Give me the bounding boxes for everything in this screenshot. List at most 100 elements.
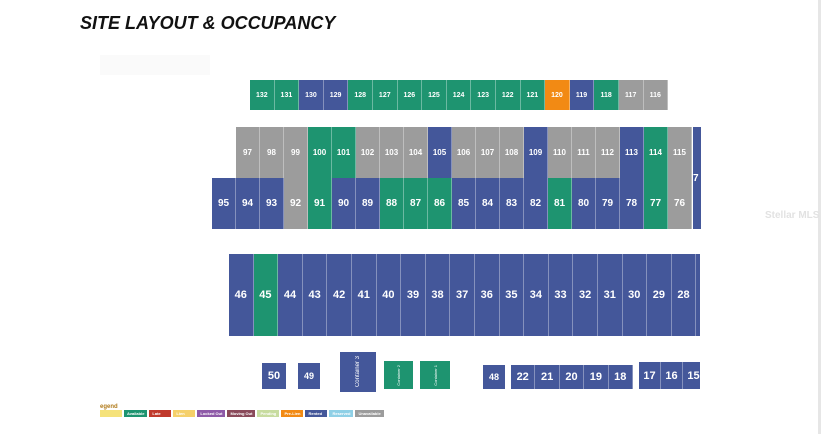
unit-127[interactable]: 127: [372, 80, 398, 110]
unit-128[interactable]: 128: [348, 80, 373, 110]
unit-29[interactable]: 29: [647, 254, 672, 336]
unit-94[interactable]: 94: [236, 178, 260, 229]
unit-100[interactable]: 100: [308, 127, 332, 178]
unit-113[interactable]: 113: [620, 127, 644, 178]
unit-49[interactable]: 49: [298, 363, 320, 389]
unit-97[interactable]: 97: [236, 127, 260, 178]
unit-85[interactable]: 85: [452, 178, 476, 229]
unit-121[interactable]: 121: [520, 80, 546, 110]
unit-76[interactable]: 76: [668, 178, 692, 229]
unit-46[interactable]: 46: [229, 254, 254, 336]
unit-84[interactable]: 84: [476, 178, 500, 229]
unit-101[interactable]: 101: [332, 127, 356, 178]
unit-130[interactable]: 130: [299, 80, 324, 110]
container-2[interactable]: Container 2: [384, 361, 413, 389]
unit-45[interactable]: 45: [253, 254, 279, 336]
unit-40[interactable]: 40: [376, 254, 402, 336]
container-3[interactable]: Container 3: [340, 352, 376, 392]
unit-95[interactable]: 95: [212, 178, 236, 229]
unit-21[interactable]: 21: [535, 365, 560, 389]
unit-30[interactable]: 30: [622, 254, 648, 336]
unit-126[interactable]: 126: [397, 80, 423, 110]
unit-44[interactable]: 44: [278, 254, 303, 336]
unit-row-long: 4645444342414039383736353433323130292827: [229, 254, 700, 336]
legend-item: Rented: [305, 410, 328, 417]
unit-19[interactable]: 19: [584, 365, 609, 389]
unit-22[interactable]: 22: [511, 365, 536, 389]
unit-125[interactable]: 125: [422, 80, 447, 110]
unit-92[interactable]: 92: [284, 178, 308, 229]
unit-17[interactable]: 17: [639, 362, 661, 389]
unit-90[interactable]: 90: [332, 178, 356, 229]
unit-105[interactable]: 105: [428, 127, 452, 178]
container-1[interactable]: Container 1: [420, 361, 450, 389]
unit-35[interactable]: 35: [499, 254, 525, 336]
unit-86[interactable]: 86: [428, 178, 452, 229]
legend-item: Moving Out: [227, 410, 256, 417]
unit-edge[interactable]: 7: [693, 127, 701, 229]
watermark: Stellar MLS: [765, 210, 820, 221]
unit-132[interactable]: 132: [250, 80, 275, 110]
unit-122[interactable]: 122: [495, 80, 521, 110]
unit-43[interactable]: 43: [302, 254, 328, 336]
unit-91[interactable]: 91: [308, 178, 332, 229]
unit-81[interactable]: 81: [548, 178, 572, 229]
unit-82[interactable]: 82: [524, 178, 548, 229]
legend-item: [100, 410, 122, 417]
unit-79[interactable]: 79: [596, 178, 620, 229]
unit-80[interactable]: 80: [572, 178, 596, 229]
unit-83[interactable]: 83: [500, 178, 524, 229]
unit-102[interactable]: 102: [356, 127, 380, 178]
unit-16[interactable]: 16: [661, 362, 683, 389]
unit-124[interactable]: 124: [446, 80, 472, 110]
unit-41[interactable]: 41: [351, 254, 377, 336]
unit-111[interactable]: 111: [572, 127, 596, 178]
unit-118[interactable]: 118: [594, 80, 619, 110]
unit-109[interactable]: 109: [524, 127, 548, 178]
unit-123[interactable]: 123: [471, 80, 496, 110]
unit-116[interactable]: 116: [643, 80, 669, 110]
unit-18[interactable]: 18: [608, 365, 633, 389]
unit-34[interactable]: 34: [524, 254, 549, 336]
unit-78[interactable]: 78: [620, 178, 644, 229]
unit-104[interactable]: 104: [404, 127, 428, 178]
unit-33[interactable]: 33: [548, 254, 574, 336]
unit-15[interactable]: 15: [683, 362, 700, 389]
unit-99[interactable]: 99: [284, 127, 308, 178]
unit-129[interactable]: 129: [323, 80, 349, 110]
unit-20[interactable]: 20: [559, 365, 585, 389]
unit-36[interactable]: 36: [474, 254, 500, 336]
unit-77[interactable]: 77: [644, 178, 668, 229]
unit-50[interactable]: 50: [262, 363, 286, 389]
unit-112[interactable]: 112: [596, 127, 620, 178]
unit-120[interactable]: 120: [545, 80, 570, 110]
legend-item: Unavailable: [355, 410, 384, 417]
unit-114[interactable]: 114: [644, 127, 668, 178]
unit-39[interactable]: 39: [401, 254, 426, 336]
unit-42[interactable]: 42: [327, 254, 352, 336]
legend-item: Pending: [257, 410, 280, 417]
unit-27[interactable]: 27: [696, 254, 700, 336]
unit-103[interactable]: 103: [380, 127, 404, 178]
unit-48[interactable]: 48: [483, 365, 505, 389]
unit-32[interactable]: 32: [573, 254, 598, 336]
unit-row-bottom-a: 22 21 20 19 18: [511, 365, 633, 389]
unit-108[interactable]: 108: [500, 127, 524, 178]
unit-38[interactable]: 38: [425, 254, 451, 336]
unit-106[interactable]: 106: [452, 127, 476, 178]
unit-89[interactable]: 89: [356, 178, 380, 229]
unit-119[interactable]: 119: [569, 80, 595, 110]
unit-37[interactable]: 37: [450, 254, 475, 336]
unit-98[interactable]: 98: [260, 127, 284, 178]
unit-107[interactable]: 107: [476, 127, 500, 178]
unit-110[interactable]: 110: [548, 127, 572, 178]
unit-93[interactable]: 93: [260, 178, 284, 229]
unit-28[interactable]: 28: [671, 254, 697, 336]
unit-115[interactable]: 115: [668, 127, 692, 178]
unit-88[interactable]: 88: [380, 178, 404, 229]
unit-87[interactable]: 87: [404, 178, 428, 229]
unit-117[interactable]: 117: [618, 80, 644, 110]
unit-31[interactable]: 31: [597, 254, 623, 336]
unit-131[interactable]: 131: [274, 80, 300, 110]
